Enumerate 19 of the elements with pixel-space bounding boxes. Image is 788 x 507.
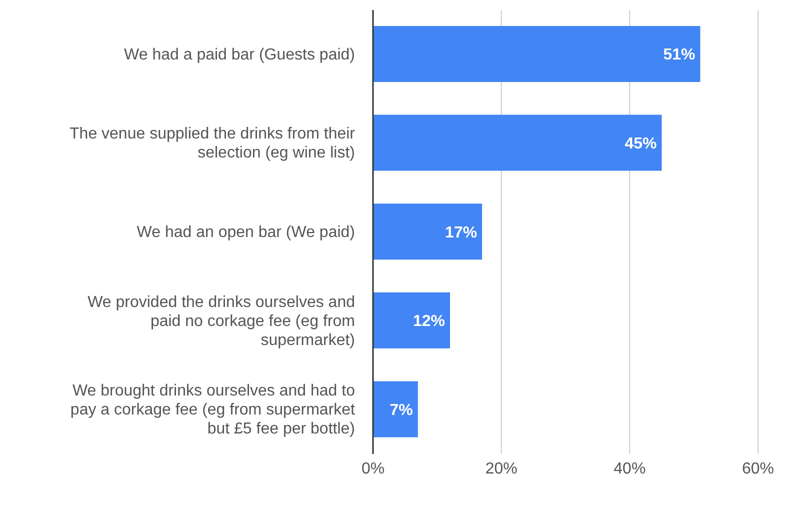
y-tick-label: We brought drinks ourselves and had to pay a corkage fee (eg from supermarket but £5 fee per bottle) <box>70 382 356 438</box>
data-label: 7% <box>390 402 413 419</box>
bar <box>373 114 662 171</box>
data-label: 51% <box>663 46 696 64</box>
x-tick-label: 60% <box>742 460 774 478</box>
data-label: 17% <box>445 224 478 242</box>
x-tick-label: 0% <box>361 460 385 478</box>
x-tick-label: 20% <box>485 460 518 478</box>
bar <box>373 26 700 82</box>
bar <box>373 204 482 260</box>
bar <box>373 381 418 438</box>
data-label: 45% <box>624 135 657 152</box>
y-tick-label: The venue supplied the drinks from their selection (eg wine list) <box>70 125 356 162</box>
bar <box>373 292 450 348</box>
y-tick-label: We had a paid bar (Guests paid) <box>124 46 355 63</box>
y-tick-label: We had an open bar (We paid) <box>136 224 355 240</box>
y-tick-label: We provided the drinks ourselves and paid no corkage fee (eg from supermarket) <box>88 293 355 348</box>
x-tick-label: 40% <box>614 460 646 478</box>
data-label: 12% <box>412 313 445 330</box>
